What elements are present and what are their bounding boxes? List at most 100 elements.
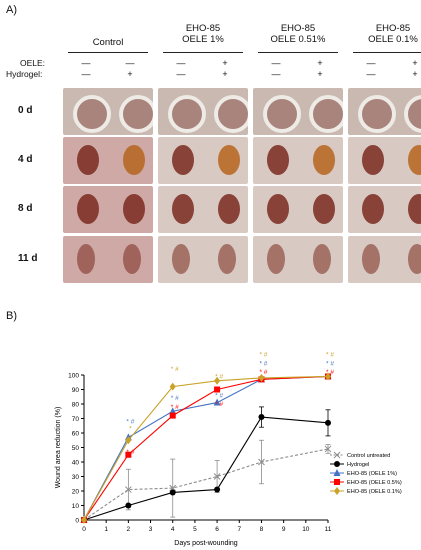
wound-reduction-chart: 0 10 20 30 40 50 60 70 80 90 100 0 1 2 3 4 5 6 7 8 9 10 11 Days… [55,352,402,547]
wound-photo [158,88,248,135]
hydrogel-sign: — [366,69,376,79]
data-point [325,372,331,381]
significance-annotation: * [129,426,132,433]
wound-site [408,145,421,175]
data-point [125,502,132,509]
x-tick-label: 6 [215,526,219,533]
wound-photo [63,137,153,184]
x-tick-label: 7 [237,526,241,533]
data-point [125,486,132,493]
wound-ring [309,95,343,133]
data-point [213,398,221,406]
wound-site [123,145,145,175]
wound-site [172,244,190,274]
wound-photo [253,137,343,184]
hydrogel-sign: — [271,69,281,79]
wound-ring [404,95,421,133]
panel-b-label: B) [6,310,17,322]
significance-annotation: * # [171,366,179,373]
wound-ring [263,95,301,133]
wound-site [362,244,380,274]
legend-marker [333,469,341,476]
significance-annotation: * # [215,401,223,408]
hydrogel-sign: + [127,69,133,79]
series-line [83,375,329,521]
legend-marker [334,461,340,467]
x-tick-label: 4 [171,526,175,533]
data-point [258,373,265,382]
day-label: 8 d [18,203,33,214]
wound-site [313,244,331,274]
legend-item: EHO-85 (OELE 0.5%) [330,479,402,486]
oele-sign: + [317,58,323,68]
data-point [169,484,177,492]
significance-annotation: * # [326,352,334,359]
wound-ring [168,95,206,133]
y-tick-label: 80 [72,402,80,409]
wound-site [408,194,421,224]
oele-sign: — [81,58,91,68]
data-point [214,486,221,493]
legend-item: Hydrogel [330,461,369,468]
wound-site [123,244,141,274]
wound-photo [348,236,421,283]
wound-photo [158,236,248,283]
oele-sign: + [222,58,228,68]
x-tick-label: 3 [149,526,153,533]
marker-x-stroke [333,451,341,459]
wound-ring [358,95,396,133]
wound-site [267,194,289,224]
significance-annotation: * # [259,360,267,367]
oele-sign: + [412,58,418,68]
wound-site [313,145,335,175]
legend-label: EHO-85 (OELE 0.1%) [347,489,402,495]
significance-annotation: * # [215,373,223,380]
significance-annotation: * # [259,369,267,376]
data-point [324,445,332,453]
column-header-2: EHO-85 OELE 1% [159,23,247,45]
x-tick-label: 5 [193,526,197,533]
data-point [325,419,331,426]
wound-site [123,194,145,224]
series-3 [80,372,332,523]
hydrogel-sign: — [176,69,186,79]
wound-photo [253,236,343,283]
legend-label: EHO-85 (OELE 0.5%) [347,480,402,486]
column-underline [68,52,148,53]
data-point [169,407,177,415]
hydrogel-sign: + [412,69,418,79]
legend-marker [334,487,340,495]
column-header-line: OELE 0.51% [270,34,326,45]
wound-site [267,244,285,274]
column-header-line: OELE 0.1% [368,34,418,45]
legend-label: Control untreated [347,453,390,459]
column-underline [163,52,243,53]
marker-x-stroke [125,486,132,493]
data-point [214,386,221,393]
day-label: 11 d [18,253,38,264]
legend-label: EHO-85 (OELE 1%) [347,471,397,477]
x-tick-label: 10 [302,526,310,533]
wound-photo [158,186,248,233]
column-underline [353,52,421,53]
x-tick-label: 0 [82,526,86,533]
y-tick-label: 10 [72,503,80,510]
significance-annotation: * # [171,395,179,402]
marker-x-stroke [324,445,332,453]
column-header-line: EHO-85 [280,23,316,34]
wound-photo [63,236,153,283]
wound-photo [63,88,153,135]
x-tick-label: 9 [282,526,286,533]
series-line [83,448,329,521]
wound-site [77,194,99,224]
series-line [83,375,329,521]
y-tick-label: 0 [75,518,79,525]
legend-marker [333,451,341,459]
series-4 [81,373,331,523]
wound-photo [63,186,153,233]
wound-photo [348,137,421,184]
wound-photo [253,186,343,233]
significance-annotation: * # [126,449,134,456]
legend-item: EHO-85 (OELE 0.1%) [330,487,402,495]
column-header-1: Control [64,37,152,48]
